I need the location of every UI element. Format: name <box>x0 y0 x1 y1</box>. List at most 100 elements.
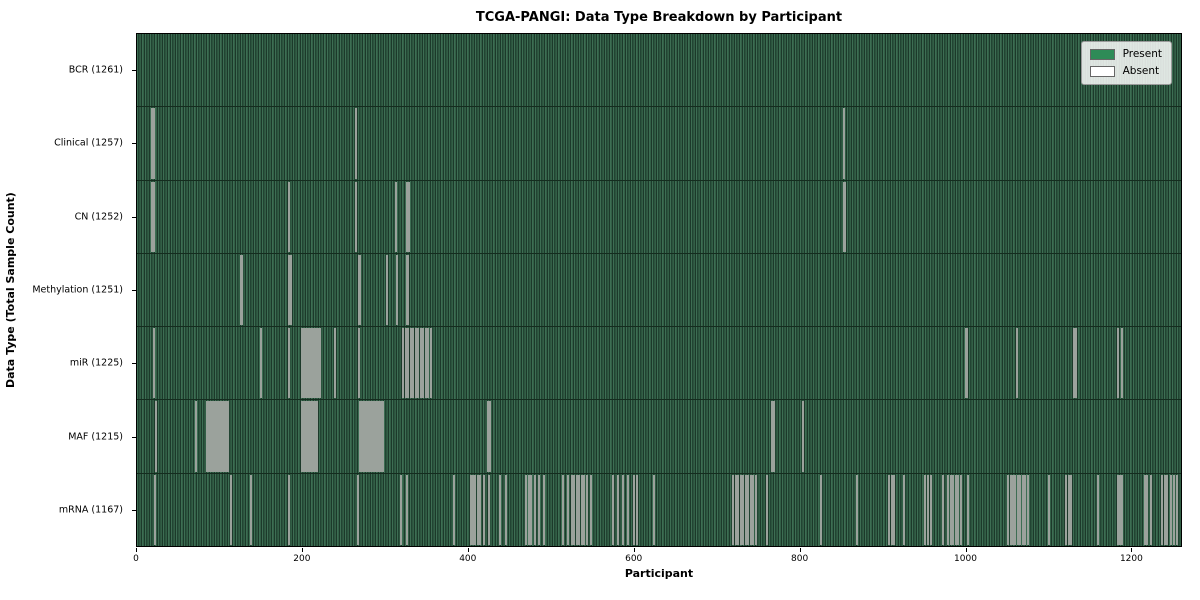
absent-mark <box>487 474 490 545</box>
absent-mark <box>734 474 737 545</box>
absent-mark <box>469 474 472 545</box>
y-tick-label: BCR (1261) <box>68 64 123 76</box>
absent-mark <box>239 254 242 326</box>
absent-mark <box>359 254 362 326</box>
absent-mark <box>287 254 290 326</box>
absent-mark <box>589 474 592 545</box>
absent-mark <box>287 181 290 252</box>
absent-mark <box>360 401 363 472</box>
absent-mark <box>152 108 155 179</box>
absent-mark <box>362 401 365 472</box>
absent-mark <box>486 401 489 472</box>
x-tick-mark <box>467 548 469 552</box>
absent-mark <box>1149 474 1152 545</box>
absent-mark <box>636 474 639 545</box>
y-tick-label: miR (1225) <box>69 357 123 369</box>
absent-mark <box>622 474 625 545</box>
absent-mark <box>586 474 589 545</box>
absent-mark <box>225 401 228 472</box>
absent-mark <box>525 474 527 545</box>
absent-mark <box>617 474 620 545</box>
legend-label-absent: Absent <box>1122 65 1160 77</box>
absent-mark <box>312 328 315 399</box>
legend-item-absent: Absent <box>1089 65 1162 77</box>
absent-mark <box>1116 328 1119 399</box>
absent-mark <box>194 401 197 472</box>
absent-mark <box>902 474 905 545</box>
absent-mark <box>306 328 308 399</box>
absent-mark <box>304 328 307 399</box>
absent-mark <box>317 328 320 399</box>
absent-mark <box>395 254 398 326</box>
y-tick-mark <box>132 216 136 218</box>
absent-mark <box>1021 474 1024 545</box>
absent-mark <box>205 401 208 472</box>
absent-mark <box>1024 474 1027 545</box>
absent-mark <box>355 181 357 252</box>
heatmap-row <box>137 107 1181 181</box>
absent-mark <box>212 401 215 472</box>
x-tick-mark <box>633 548 635 552</box>
absent-mark <box>406 474 409 545</box>
absent-mark <box>429 328 432 399</box>
absent-mark <box>219 401 221 472</box>
absent-mark <box>947 474 950 545</box>
absent-mark <box>307 328 310 399</box>
absent-mark <box>476 474 479 545</box>
absent-mark <box>364 401 367 472</box>
absent-mark <box>967 474 970 545</box>
absent-mark <box>319 328 322 399</box>
absent-mark <box>311 401 313 472</box>
absent-mark <box>312 401 315 472</box>
absent-mark <box>287 474 290 545</box>
absent-mark <box>566 474 569 545</box>
heatmap-row <box>137 400 1181 474</box>
y-tick-mark <box>132 290 136 291</box>
y-tick-label: Clinical (1257) <box>54 137 123 149</box>
absent-mark <box>287 328 290 399</box>
absent-mark <box>732 474 735 545</box>
absent-mark <box>227 401 230 472</box>
x-tick-mark <box>136 548 137 552</box>
absent-mark <box>1161 474 1164 545</box>
x-tick-label: 600 <box>625 554 643 564</box>
absent-mark <box>1026 474 1029 545</box>
absent-mark <box>419 328 422 399</box>
absent-mark <box>301 328 304 399</box>
y-tick-label: CN (1252) <box>74 211 123 223</box>
absent-mark <box>215 401 218 472</box>
absent-mark <box>742 474 745 545</box>
absent-mark <box>150 181 153 252</box>
absent-mark <box>209 401 211 472</box>
chart-title: TCGA-PANGI: Data Type Breakdown by Parti… <box>475 10 843 25</box>
y-tick-label: mRNA (1167) <box>58 504 123 516</box>
plot-area: Present Absent <box>136 33 1182 547</box>
absent-mark <box>409 328 412 399</box>
absent-mark <box>1014 474 1017 545</box>
absent-mark <box>369 401 372 472</box>
x-tick-label: 800 <box>791 554 809 564</box>
absent-mark <box>819 474 822 545</box>
absent-mark <box>612 474 615 545</box>
absent-mark <box>370 401 373 472</box>
absent-mark <box>302 401 305 472</box>
absent-mark <box>405 254 408 326</box>
absent-mark <box>737 474 740 545</box>
absent-mark <box>314 401 317 472</box>
absent-mark <box>474 474 477 545</box>
absent-mark <box>365 401 368 472</box>
y-tick-mark <box>132 363 136 365</box>
x-tick-label: 1000 <box>954 554 977 564</box>
absent-mark <box>765 474 768 545</box>
absent-mark <box>959 474 962 545</box>
present-swatch <box>1089 48 1115 60</box>
absent-mark <box>842 181 845 252</box>
absent-mark <box>385 254 388 326</box>
absent-mark <box>1172 474 1175 545</box>
absent-mark <box>427 328 430 399</box>
absent-mark <box>538 474 541 545</box>
absent-mark <box>301 401 304 472</box>
absent-mark <box>1012 474 1014 545</box>
absent-swatch <box>1089 65 1115 77</box>
